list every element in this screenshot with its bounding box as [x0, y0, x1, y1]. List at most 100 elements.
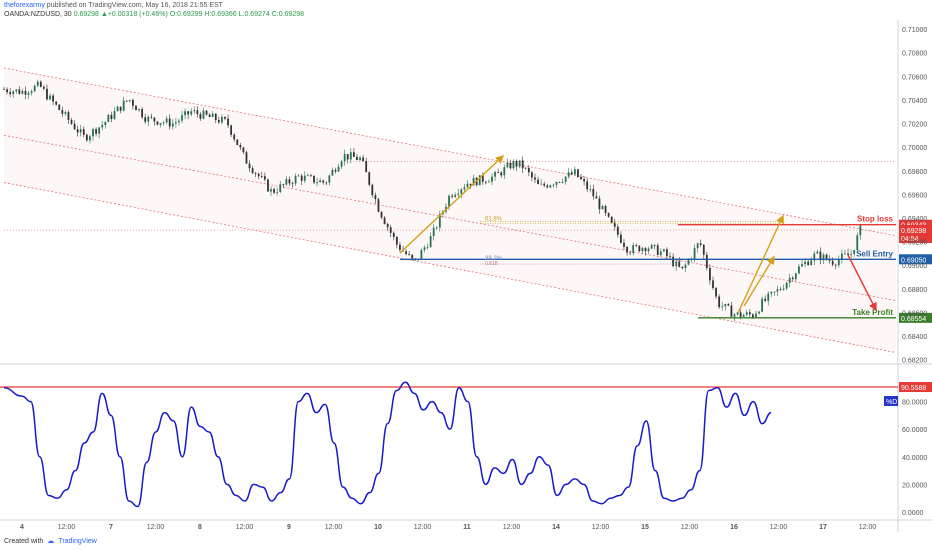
price-tick-label: 0.69200 — [902, 240, 927, 247]
candle-body — [85, 134, 88, 141]
candle-body — [546, 185, 549, 188]
candle-body — [73, 123, 76, 130]
candle-body — [595, 196, 598, 199]
candle-body — [199, 114, 202, 119]
candle-body — [819, 251, 822, 261]
channel-fill — [4, 68, 896, 353]
price-tag-box — [899, 254, 932, 265]
symbol-header: OANDA:NZDUSD, 30 0.69298 ▲+0.00318 (+0.4… — [4, 11, 304, 18]
candle-body — [607, 212, 610, 217]
candle-body — [715, 288, 717, 297]
fib-label: 0.618 — [485, 261, 498, 267]
candle-body — [696, 243, 699, 249]
candle-body — [653, 244, 656, 246]
candle-body — [659, 251, 662, 255]
candle-body — [138, 109, 140, 111]
candle-body — [399, 244, 401, 250]
channel-line-upper — [3, 67, 897, 237]
time-tick-label: 7 — [109, 524, 113, 531]
candle-body — [24, 90, 27, 95]
candle-body — [773, 291, 776, 293]
candle-body — [469, 183, 472, 186]
candle-body — [675, 261, 678, 267]
channel-line-middle — [3, 134, 897, 302]
candle-body — [322, 180, 325, 183]
candle-body — [570, 172, 573, 175]
stoch-tick-label: 0.0000 — [902, 510, 924, 517]
candle-body — [300, 175, 303, 181]
time-tick-label: 12:00 — [503, 524, 521, 531]
author-link[interactable]: theforexarmy — [4, 2, 45, 9]
candle-body — [484, 181, 487, 183]
candle-body — [699, 243, 702, 245]
candle-body — [810, 260, 813, 266]
stoch-d-line — [3, 381, 772, 508]
trade-overlays: Stop loss Sell Entry Take Profit 61.8% 38.2%… — [399, 155, 932, 323]
chart-grid — [0, 20, 932, 532]
candle-body — [644, 248, 647, 252]
fib-label: 61.8% — [485, 217, 503, 223]
time-tick-label: 17 — [819, 524, 827, 531]
price-tag-box — [899, 219, 932, 230]
candle-body — [702, 244, 705, 255]
candle-body — [92, 129, 94, 137]
candle-body — [770, 291, 773, 294]
fib-label: 38.2% — [485, 256, 503, 262]
tradingview-brand[interactable]: TradingView — [58, 537, 97, 545]
candle-body — [586, 181, 589, 190]
candle-body — [745, 312, 748, 315]
candle-body — [303, 175, 306, 181]
candle-body — [184, 111, 186, 116]
candle-body — [577, 169, 579, 177]
candle-body — [785, 282, 788, 289]
candle-body — [61, 110, 64, 114]
candle-body — [841, 253, 843, 260]
candle-body — [168, 118, 171, 127]
price-tick-label: 0.70800 — [902, 51, 927, 58]
candle-body — [147, 116, 150, 122]
axes: 0.71000 0.70800 0.70600 0.70400 0.70200 0.700… — [20, 27, 927, 531]
candle-body — [141, 109, 144, 118]
candle-body — [119, 106, 122, 111]
time-tick-label: 15 — [641, 524, 649, 531]
candle-body — [288, 179, 291, 184]
candle-body — [251, 168, 254, 173]
candle-body — [623, 242, 625, 247]
time-tick-label: 12:00 — [770, 524, 788, 531]
tradingview-logo-icon: ☁ — [47, 538, 55, 545]
change-value: ▲+0.00318 (+0.46%) — [100, 11, 168, 18]
candle-body — [478, 175, 481, 186]
candle-body — [270, 189, 272, 192]
candle-body — [497, 172, 500, 173]
candles — [3, 79, 862, 322]
candle-body — [531, 172, 533, 178]
price-tick-label: 0.69800 — [902, 169, 927, 176]
candle-body — [98, 127, 101, 134]
price-tag-box — [899, 225, 932, 236]
candle-body — [739, 312, 742, 317]
candle-body — [46, 88, 48, 100]
swing-arrow-2 — [737, 214, 784, 314]
candle-body — [748, 312, 751, 315]
candle-body — [236, 139, 239, 146]
candle-body — [844, 253, 846, 255]
candle-body — [254, 172, 257, 174]
candle-body — [248, 163, 251, 169]
candle-body — [555, 181, 558, 185]
candle-body — [389, 227, 392, 233]
candle-body — [420, 249, 423, 259]
candle-body — [742, 314, 745, 317]
candle-body — [285, 179, 288, 185]
candle-body — [534, 177, 536, 180]
candle-body — [377, 199, 380, 212]
time-tick-label: 16 — [730, 524, 738, 531]
stoch-tick-label: 20.0000 — [902, 482, 927, 489]
candle-body — [132, 99, 134, 106]
time-tick-label: 9 — [287, 524, 291, 531]
candle-body — [257, 173, 260, 177]
candle-body — [506, 162, 509, 168]
price-tag-label: 04:54 — [901, 236, 919, 243]
candle-body — [411, 254, 414, 259]
price-tick-label: 0.69400 — [902, 216, 927, 223]
